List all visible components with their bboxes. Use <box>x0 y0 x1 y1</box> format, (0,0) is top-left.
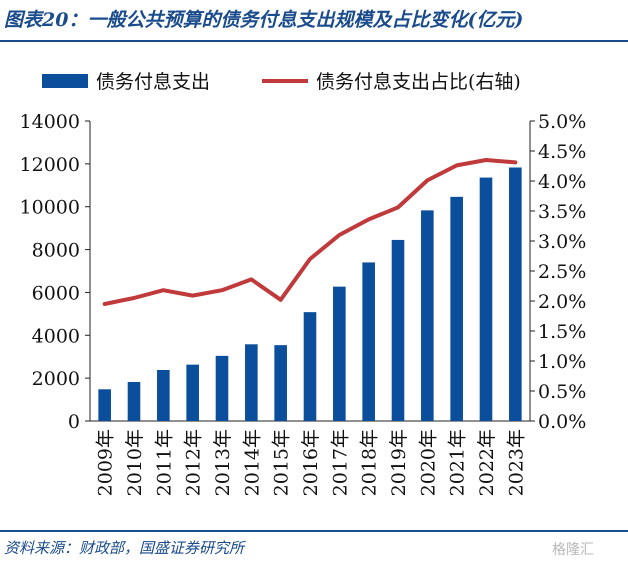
left-tick-label: 4000 <box>32 325 80 347</box>
bar <box>333 286 346 421</box>
x-tick-label: 2017年 <box>329 429 351 496</box>
left-tick-label: 14000 <box>20 111 80 133</box>
x-tick-label: 2013年 <box>212 429 234 496</box>
x-tick-label: 2016年 <box>300 429 322 496</box>
legend-line-label[interactable]: 债务付息支出占比(右轴) <box>316 71 521 93</box>
left-tick-label: 10000 <box>20 197 80 219</box>
left-tick-label: 12000 <box>20 154 80 176</box>
bar <box>421 210 434 421</box>
bar <box>509 167 522 421</box>
x-tick-label: 2012年 <box>183 429 205 496</box>
bar <box>98 389 111 421</box>
right-tick-label: 2.5% <box>538 261 586 283</box>
x-tick-label: 2023年 <box>505 429 527 496</box>
bar <box>362 262 375 421</box>
bar <box>274 345 287 421</box>
left-tick-label: 2000 <box>32 368 80 390</box>
bar <box>450 196 463 421</box>
left-tick-label: 0 <box>68 411 80 433</box>
bar <box>245 344 258 421</box>
left-tick-label: 6000 <box>32 282 80 304</box>
bar <box>215 355 229 421</box>
x-tick-label: 2018年 <box>359 429 381 496</box>
right-tick-label: 3.5% <box>538 201 586 223</box>
bar <box>157 370 170 421</box>
right-tick-label: 0.0% <box>538 411 586 433</box>
x-tick-label: 2011年 <box>153 429 175 496</box>
right-tick-label: 4.0% <box>538 171 586 193</box>
chart-area: 债务付息支出 债务付息支出占比(右轴) 0 2000 4000 6000 8000 100… <box>20 71 587 496</box>
x-tick-label: 2020年 <box>417 429 439 496</box>
bar-series <box>98 167 522 421</box>
right-tick-label: 1.0% <box>538 351 586 373</box>
bar <box>127 382 141 421</box>
bar <box>391 239 405 421</box>
left-tick-label: 8000 <box>32 240 80 262</box>
legend-bar-label[interactable]: 债务付息支出 <box>96 71 210 93</box>
x-axis-ticks: 2009年 2010年 2011年 2012年 2013年 2014年 2015年 2016年… <box>95 429 528 496</box>
x-tick-label: 2009年 <box>95 429 117 496</box>
x-tick-label: 2015年 <box>271 429 293 496</box>
right-tick-label: 0.5% <box>538 381 586 403</box>
title-divider <box>0 40 628 42</box>
bar <box>303 312 317 421</box>
right-tick-label: 5.0% <box>538 111 586 133</box>
right-tick-label: 1.5% <box>538 321 586 343</box>
right-axis-ticks: 0.0% 0.5% 1.0% 1.5% 2.0% 2.5% 3.0% 3.5% 4.0% 4.5%… <box>530 111 586 433</box>
x-tick-label: 2019年 <box>388 429 410 496</box>
figure-title: 图表20：一般公共预算的债务付息支出规模及占比变化(亿元) <box>4 9 524 31</box>
source-note: 资料来源：财政部，国盛证券研究所 <box>4 539 245 557</box>
watermark: 格隆汇 <box>552 542 594 558</box>
x-tick-label: 2010年 <box>124 429 146 496</box>
legend-bar-swatch <box>42 74 88 88</box>
bar <box>479 177 493 421</box>
x-tick-label: 2022年 <box>476 429 498 496</box>
right-tick-label: 3.0% <box>538 231 586 253</box>
left-axis-ticks: 0 2000 4000 6000 8000 10000 12000 14000 <box>20 111 90 433</box>
right-tick-label: 4.5% <box>538 141 586 163</box>
x-tick-label: 2021年 <box>447 429 469 496</box>
line-series <box>102 158 518 306</box>
x-tick-label: 2014年 <box>241 429 263 496</box>
legend: 债务付息支出 债务付息支出占比(右轴) <box>42 71 521 93</box>
footer-divider <box>0 530 628 532</box>
right-tick-label: 2.0% <box>538 291 586 313</box>
ratio-line <box>102 158 518 306</box>
bar <box>186 364 199 421</box>
